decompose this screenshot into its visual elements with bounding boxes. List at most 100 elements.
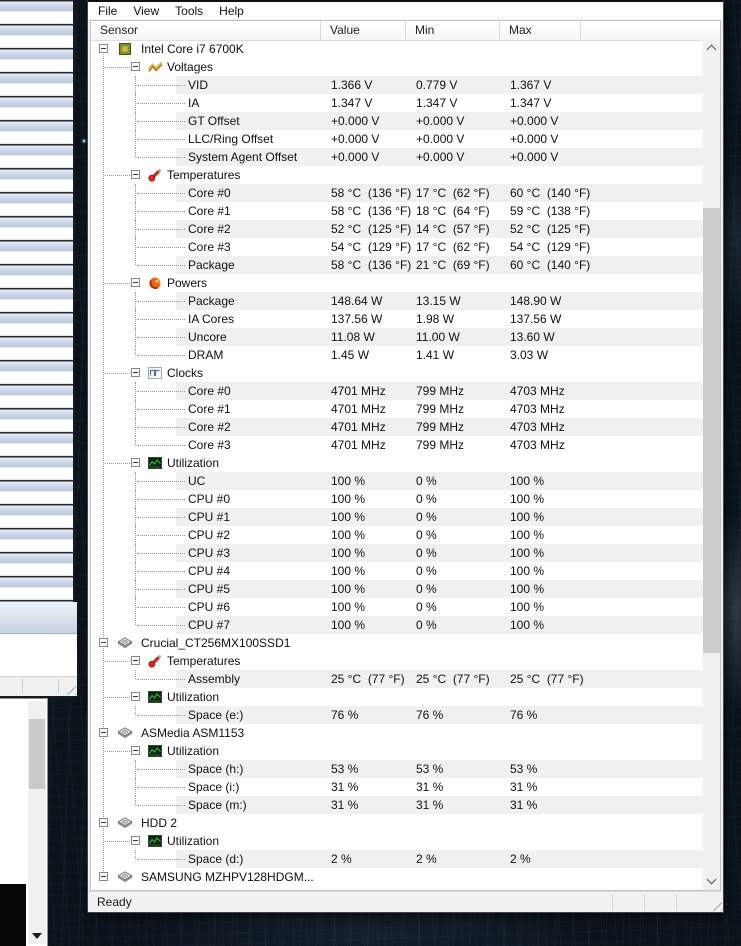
tree-row-sensor[interactable]: Package 148.64 W 13.15 W 148.90 W [91, 292, 705, 310]
value-cell: 58 °C (136 °F) [331, 186, 412, 200]
tree-row-sensor[interactable]: CPU #5 100 % 0 % 100 % [91, 580, 705, 598]
utilization-icon [147, 689, 163, 705]
background-window-cascade[interactable] [0, 0, 75, 602]
resize-grip[interactable] [709, 898, 722, 911]
tree-connector [137, 805, 185, 806]
tree-row-sensor[interactable]: Space (e:) 76 % 76 % 76 % [91, 706, 705, 724]
expand-toggle[interactable] [131, 170, 140, 179]
tree-row-sensor[interactable]: IA 1.347 V 1.347 V 1.347 V [91, 94, 705, 112]
tree-row-sensor[interactable]: VID 1.366 V 0.779 V 1.367 V [91, 76, 705, 94]
tree-row-category[interactable]: Voltages [91, 58, 705, 76]
tree-connector [137, 535, 185, 536]
resize-grip[interactable] [63, 682, 76, 695]
background-window-front[interactable] [0, 602, 77, 698]
tree-row-sensor[interactable]: CPU #3 100 % 0 % 100 % [91, 544, 705, 562]
tree-row-sensor[interactable]: Core #3 54 °C (129 °F) 17 °C (62 °F) 54 °C … [91, 238, 705, 256]
tree-connector [137, 301, 185, 302]
tree-row-sensor[interactable]: Space (i:) 31 % 31 % 31 % [91, 778, 705, 796]
tree-row-sensor[interactable]: Assembly 25 °C (77 °F) 25 °C (77 °F) 25 °C … [91, 670, 705, 688]
expand-toggle[interactable] [131, 656, 140, 665]
tree-row-sensor[interactable]: Uncore 11.08 W 11.00 W 13.60 W [91, 328, 705, 346]
tree-row-device[interactable]: SAMSUNG MZHPV128HDGM... [91, 868, 705, 886]
tree-row-sensor[interactable]: CPU #2 100 % 0 % 100 % [91, 526, 705, 544]
scrollbar-down-button[interactable] [703, 873, 720, 890]
expand-toggle[interactable] [99, 872, 108, 881]
tree-row-sensor[interactable]: Core #1 58 °C (136 °F) 18 °C (64 °F) 59 °C … [91, 202, 705, 220]
menu-tools[interactable]: Tools [175, 3, 204, 18]
tree-row-sensor[interactable]: Space (h:) 53 % 53 % 53 % [91, 760, 705, 778]
tree-row-sensor[interactable]: CPU #7 100 % 0 % 100 % [91, 616, 705, 634]
tree-row-device[interactable]: ASMedia ASM1153 [91, 724, 705, 742]
expand-toggle[interactable] [99, 818, 108, 827]
column-header-sensor[interactable]: Sensor [91, 21, 321, 40]
tree-row-sensor[interactable]: Core #0 4701 MHz 799 MHz 4703 MHz [91, 382, 705, 400]
tree-row-sensor[interactable]: DRAM 1.45 W 1.41 W 3.03 W [91, 346, 705, 364]
background-window-titlebar[interactable] [0, 602, 77, 634]
menu-file[interactable]: File [98, 3, 118, 18]
tree-row-sensor[interactable]: CPU #1 100 % 0 % 100 % [91, 508, 705, 526]
tree-row-sensor[interactable]: Space (d:) 2 % 2 % 2 % [91, 850, 705, 868]
tree-row-sensor[interactable]: Package 58 °C (136 °F) 21 °C (69 °F) 60 °C … [91, 256, 705, 274]
scroll-down-arrow-icon[interactable] [32, 933, 42, 939]
expand-toggle[interactable] [99, 44, 108, 53]
tree-row-sensor[interactable]: CPU #4 100 % 0 % 100 % [91, 562, 705, 580]
min-cell: 76 % [416, 708, 444, 722]
tree-row-category[interactable]: Utilization [91, 688, 705, 706]
sensor-list: Sensor Value Min Max Intel Core i7 6700K Vol… [90, 20, 721, 891]
tree-connector [135, 238, 136, 256]
tree-row-sensor[interactable]: Core #2 52 °C (125 °F) 14 °C (57 °F) 52 °C … [91, 220, 705, 238]
value-cell: 53 % [331, 762, 359, 776]
column-header-value[interactable]: Value [321, 21, 406, 40]
expand-toggle[interactable] [131, 368, 140, 377]
expand-toggle[interactable] [131, 692, 140, 701]
tree-row-category[interactable]: Utilization [91, 742, 705, 760]
expand-toggle[interactable] [131, 278, 140, 287]
chevron-up-icon [706, 44, 717, 55]
tree-row-sensor[interactable]: Core #2 4701 MHz 799 MHz 4703 MHz [91, 418, 705, 436]
expand-toggle[interactable] [131, 746, 140, 755]
column-header-filler[interactable] [581, 21, 720, 40]
tree-row-sensor[interactable]: Space (m:) 31 % 31 % 31 % [91, 796, 705, 814]
scrollbar-track[interactable] [28, 701, 46, 944]
tree-row-sensor[interactable]: Core #3 4701 MHz 799 MHz 4703 MHz [91, 436, 705, 454]
tree-row-sensor[interactable]: UC 100 % 0 % 100 % [91, 472, 705, 490]
tree-row-sensor[interactable]: Core #1 4701 MHz 799 MHz 4703 MHz [91, 400, 705, 418]
tree-connector [105, 661, 130, 662]
tree-row-sensor[interactable]: LLC/Ring Offset +0.000 V +0.000 V +0.000 V [91, 130, 705, 148]
tree-row-device[interactable]: Intel Core i7 6700K [91, 40, 705, 58]
sensor-label: Space (e:) [188, 708, 244, 722]
column-header-min[interactable]: Min [406, 21, 500, 40]
max-cell: 13.60 W [510, 330, 555, 344]
status-bar: Ready [88, 891, 723, 912]
background-black-region [0, 884, 26, 946]
scrollbar-track[interactable] [703, 40, 720, 890]
expand-toggle[interactable] [131, 836, 140, 845]
tree-row-sensor[interactable]: Core #0 58 °C (136 °F) 17 °C (62 °F) 60 °C … [91, 184, 705, 202]
expand-toggle[interactable] [131, 62, 140, 71]
tree-row-device[interactable]: HDD 2 [91, 814, 705, 832]
tree-row-sensor[interactable]: IA Cores 137.56 W 1.98 W 137.56 W [91, 310, 705, 328]
scrollbar-thumb[interactable] [703, 208, 720, 653]
expand-toggle[interactable] [99, 638, 108, 647]
tree-row-category[interactable]: Temperatures [91, 166, 705, 184]
scrollbar-up-button[interactable] [703, 40, 720, 57]
tree-row-category[interactable]: Temperatures [91, 652, 705, 670]
tree-connector [137, 445, 185, 446]
tree-row-category[interactable]: Clocks [91, 364, 705, 382]
tree-row-sensor[interactable]: CPU #0 100 % 0 % 100 % [91, 490, 705, 508]
expand-toggle[interactable] [131, 458, 140, 467]
tree-row-device[interactable]: Crucial_CT256MX100SSD1 [91, 634, 705, 652]
menu-help[interactable]: Help [219, 3, 244, 18]
tree-row-sensor[interactable]: CPU #6 100 % 0 % 100 % [91, 598, 705, 616]
tree-row-sensor[interactable]: GT Offset +0.000 V +0.000 V +0.000 V [91, 112, 705, 130]
tree-row-category[interactable]: Powers [91, 274, 705, 292]
expand-toggle[interactable] [99, 728, 108, 737]
utilization-icon [147, 743, 163, 759]
tree-row-category[interactable]: Utilization [91, 832, 705, 850]
cpu-chip-icon [117, 41, 133, 57]
menu-view[interactable]: View [133, 3, 160, 18]
tree-row-sensor[interactable]: System Agent Offset +0.000 V +0.000 V +0.00… [91, 148, 705, 166]
column-header-max[interactable]: Max [500, 21, 581, 40]
tree-row-category[interactable]: Utilization [91, 454, 705, 472]
scrollbar-thumb[interactable] [29, 719, 45, 789]
